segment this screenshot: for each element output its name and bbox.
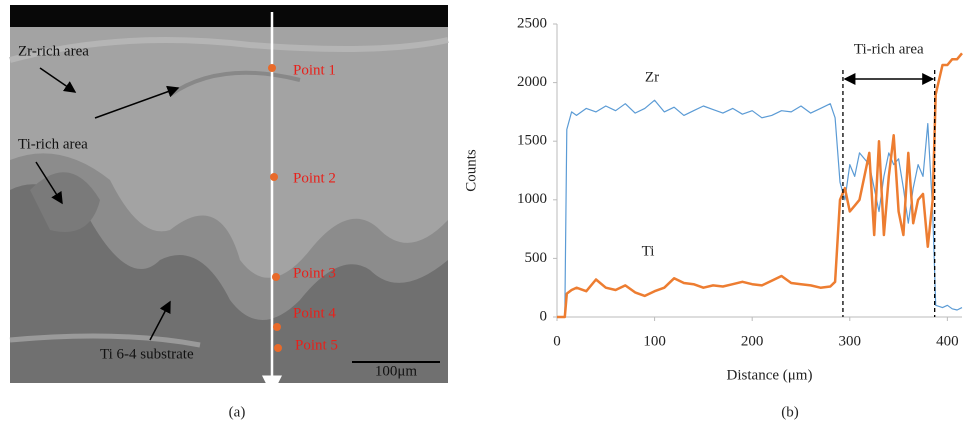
x-tick-label: 200 xyxy=(741,333,764,349)
scale-bar: 100μm xyxy=(375,363,418,379)
point-label: Point 1 xyxy=(293,62,336,78)
y-tick-label: 2000 xyxy=(517,74,547,90)
x-tick-label: 0 xyxy=(553,333,561,349)
y-tick-label: 0 xyxy=(540,308,548,324)
point-label: Point 5 xyxy=(295,337,338,353)
y-tick-label: 2500 xyxy=(517,15,547,31)
y-tick-label: 500 xyxy=(525,250,548,266)
y-tick-label: 1500 xyxy=(517,133,547,149)
x-tick-label: 400 xyxy=(936,333,959,349)
point-label: Point 2 xyxy=(293,170,336,186)
x-axis-title: Distance (μm) xyxy=(727,367,813,383)
label: Ti-rich area xyxy=(18,136,88,152)
y-axis-title: Counts xyxy=(463,149,479,192)
annotation: Zr xyxy=(645,69,659,85)
y-tick-label: 1000 xyxy=(517,191,547,207)
x-tick-label: 300 xyxy=(839,333,862,349)
chart: 0 500 1000 1500 2000 2500 0 100 200 300 400 Distanc… xyxy=(463,15,963,420)
sem-image: Zr-rich area Ti-rich area Ti 6-4 substra… xyxy=(9,5,449,396)
point-label: Point 3 xyxy=(293,265,336,281)
caption: (b) xyxy=(781,404,799,420)
series-line xyxy=(557,99,963,318)
annotation: Ti xyxy=(642,243,655,259)
point-label: Point 4 xyxy=(293,305,336,321)
annotation: Ti-rich area xyxy=(854,41,924,57)
label: Ti 6-4 substrate xyxy=(100,346,194,362)
label: Zr-rich area xyxy=(18,43,89,59)
caption: (a) xyxy=(229,404,246,420)
x-tick-label: 100 xyxy=(643,333,666,349)
series-line xyxy=(557,52,963,319)
